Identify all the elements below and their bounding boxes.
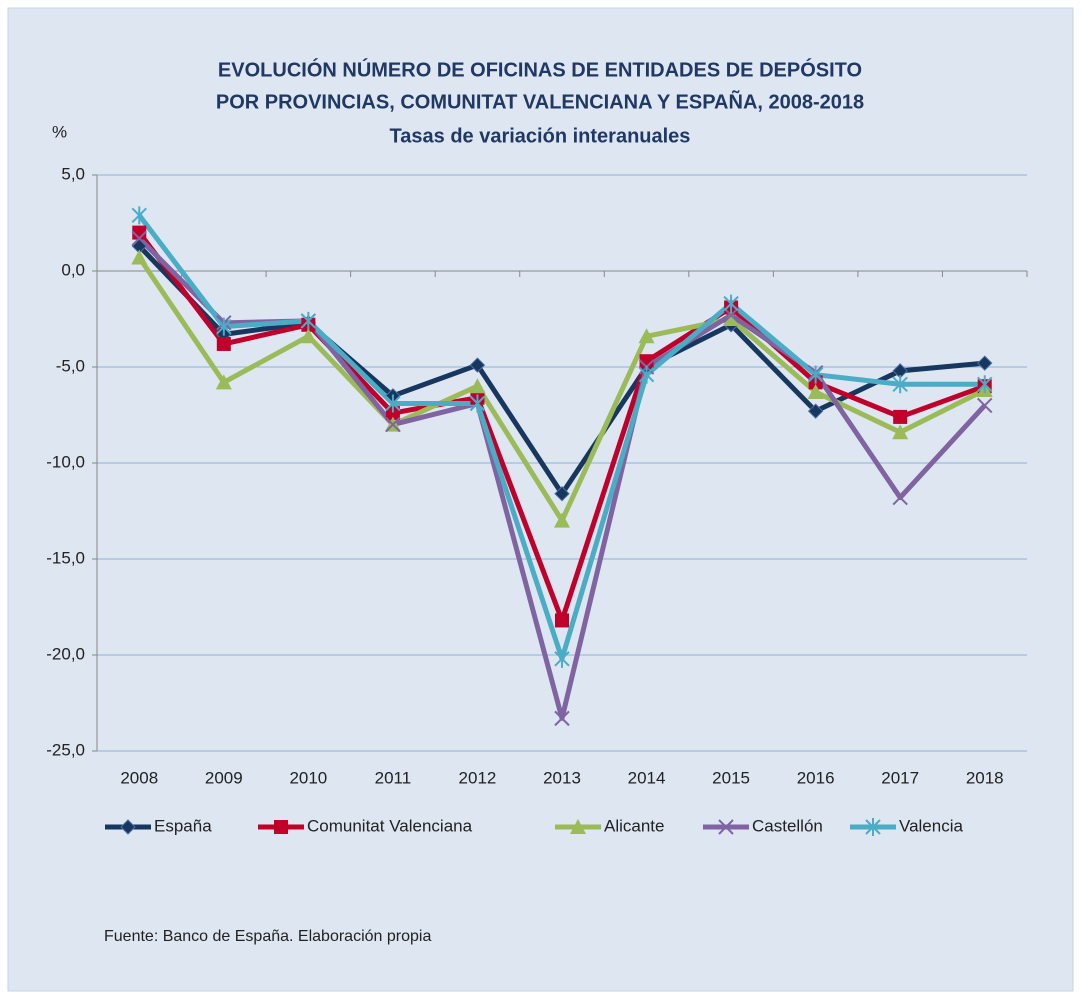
legend-label: Castellón: [752, 816, 823, 835]
x-tick-label: 2009: [205, 768, 243, 787]
x-tick-label: 2016: [797, 768, 835, 787]
chart-subtitle: Tasas de variación interanuales: [390, 125, 691, 147]
legend-marker: [274, 820, 288, 834]
legend-marker: [570, 819, 586, 834]
x-tick-label: 2012: [459, 768, 497, 787]
data-point: [638, 365, 655, 384]
data-point: [469, 357, 486, 373]
data-point: [892, 424, 909, 440]
x-tick-label: 2018: [966, 768, 1004, 787]
data-point: [216, 336, 231, 351]
chart-title: EVOLUCIÓN NÚMERO DE OFICINAS DE ENTIDADE…: [218, 57, 862, 81]
data-point: [892, 489, 908, 506]
y-tick-label: -20,0: [46, 644, 85, 663]
data-point: [723, 294, 739, 313]
legend-label: Comunitat Valenciana: [307, 816, 473, 835]
y-tick-label: 0,0: [61, 260, 85, 279]
y-tick-label: -15,0: [46, 548, 85, 567]
x-tick-label: 2013: [543, 768, 581, 787]
x-tick-label: 2011: [375, 768, 412, 787]
x-tick-label: 2008: [120, 768, 158, 787]
data-point: [215, 374, 232, 390]
x-tick-label: 2015: [712, 768, 750, 787]
data-point: [300, 311, 317, 330]
data-point: [131, 206, 147, 225]
data-point: [216, 317, 232, 336]
data-point: [555, 613, 569, 628]
data-point: [469, 394, 486, 413]
data-point: [892, 375, 908, 394]
legend-marker: [865, 818, 881, 836]
x-tick-label: 2017: [881, 768, 919, 787]
legend-marker: [120, 819, 136, 835]
legend-label: Valencia: [899, 816, 963, 835]
data-point: [300, 328, 317, 344]
y-tick-label: -5,0: [56, 356, 85, 375]
legend-label: Alicante: [604, 816, 664, 835]
source-note: Fuente: Banco de España. Elaboración pro…: [104, 928, 431, 945]
data-point: [638, 328, 655, 344]
data-point: [723, 311, 740, 326]
data-point: [554, 710, 570, 727]
data-point: [385, 406, 400, 421]
data-point: [807, 403, 824, 419]
x-tick-label: 2014: [628, 768, 666, 787]
data-point: [131, 249, 148, 265]
chart-title: POR PROVINCIAS, COMUNITAT VALENCIANA Y E…: [216, 90, 864, 113]
data-point: [977, 375, 993, 394]
legend-label: España: [154, 816, 212, 835]
y-tick-label: -25,0: [46, 740, 85, 759]
data-point: [977, 397, 993, 414]
data-point: [554, 486, 570, 502]
legend-marker: [718, 819, 734, 835]
y-tick-label: 5,0: [61, 164, 85, 183]
data-point: [131, 230, 147, 247]
chart-background: [7, 7, 1074, 992]
data-point: [385, 394, 401, 413]
data-point: [469, 378, 486, 394]
data-point: [807, 383, 824, 399]
data-point: [385, 416, 401, 433]
data-point: [554, 649, 570, 668]
data-point: [723, 307, 739, 323]
x-tick-label: 2010: [289, 768, 327, 787]
y-tick-label: -10,0: [46, 452, 85, 471]
data-point: [893, 409, 908, 424]
y-axis-label: %: [52, 122, 67, 141]
data-point: [554, 512, 570, 528]
data-point: [977, 355, 993, 371]
data-point: [807, 365, 824, 384]
